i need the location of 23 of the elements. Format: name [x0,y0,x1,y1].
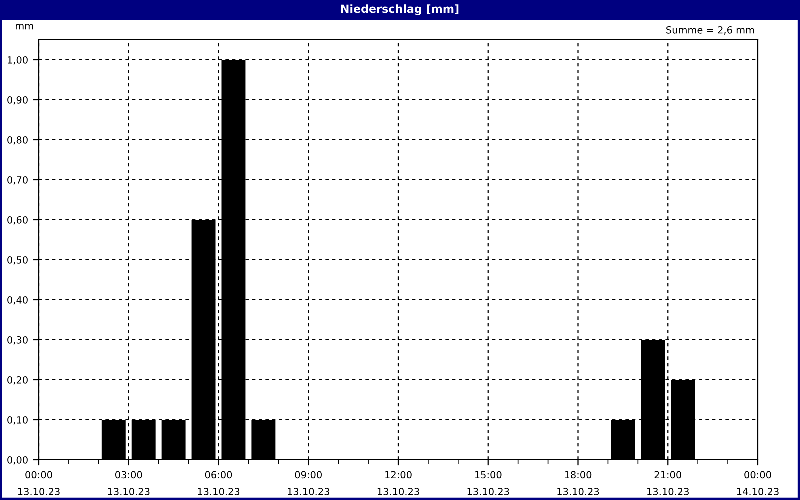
text: Summe = 2,6 mm [666,26,754,35]
x-tick-label: 18:00 13.10.23 [558,471,600,496]
chart-title: Niederschlag [mm] [341,4,459,16]
x-tick-label: 00:00 13.10.23 [18,471,60,496]
x-tick-label: 21:00 13.10.23 [648,471,689,496]
y-tick-label: 1,00 [8,56,28,65]
y-tick-label: 0,20 [8,376,28,385]
y-tick-label: 0,60 [8,216,28,225]
y-tick-label: 0,00 [8,456,28,465]
x-tick-label: 15:00 13.10.23 [468,471,510,496]
x-tick-label: 12:00 13.10.23 [378,471,420,496]
y-tick-label: 0,70 [8,176,28,185]
y-tick-label: 0,10 [8,416,28,425]
x-tick-label: 00:00 14.10.23 [737,471,779,496]
x-tick-label: 06:00 13.10.23 [198,471,240,496]
y-axis-title: mm [16,24,34,30]
y-tick-label: 0,80 [8,136,28,145]
y-tick-label: 0,40 [8,296,28,305]
y-tick-label: 0,90 [8,96,28,105]
x-tick-label: 03:00 13.10.23 [108,471,150,496]
y-tick-label: 0,50 [8,256,28,265]
y-tick-label: 0,30 [8,336,28,345]
x-tick-label: 09:00 13.10.23 [288,471,330,496]
